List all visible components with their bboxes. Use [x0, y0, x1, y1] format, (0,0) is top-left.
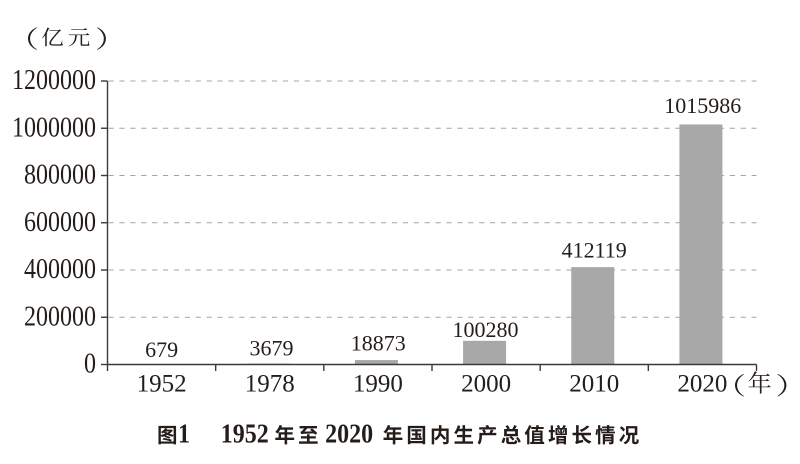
svg-text:600000: 600000 [24, 206, 96, 237]
svg-text:1990: 1990 [353, 371, 403, 398]
svg-text:3679: 3679 [250, 336, 294, 361]
svg-text:2010: 2010 [569, 371, 619, 398]
svg-text:0: 0 [84, 348, 96, 379]
svg-text:2020: 2020 [325, 418, 373, 449]
svg-text:2020: 2020 [677, 371, 727, 398]
svg-text:1952: 1952 [137, 371, 187, 398]
svg-text:1952: 1952 [221, 418, 269, 449]
svg-text:1000000: 1000000 [12, 112, 96, 143]
svg-text:100280: 100280 [453, 317, 519, 342]
svg-text:1978: 1978 [245, 371, 295, 398]
svg-text:679: 679 [145, 337, 178, 362]
svg-text:800000: 800000 [24, 159, 96, 190]
svg-text:412119: 412119 [562, 238, 627, 263]
svg-text:1015986: 1015986 [664, 93, 741, 118]
svg-text:1200000: 1200000 [12, 64, 96, 95]
svg-text:18873: 18873 [351, 331, 406, 356]
svg-text:400000: 400000 [24, 253, 96, 284]
svg-text:2000: 2000 [461, 371, 511, 398]
svg-text:200000: 200000 [24, 301, 96, 332]
svg-text:1: 1 [178, 418, 190, 449]
